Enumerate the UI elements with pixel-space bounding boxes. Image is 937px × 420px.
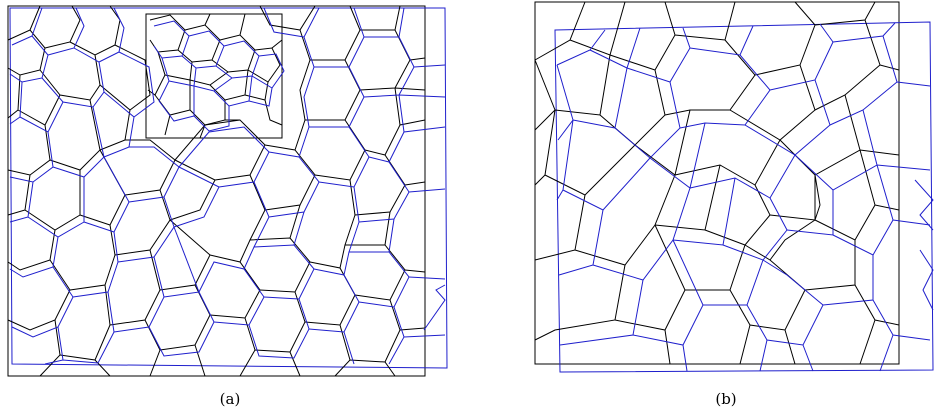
overlay-frame	[554, 21, 934, 373]
overlay-network	[556, 22, 934, 372]
panel-a: (a)	[0, 0, 460, 420]
grain-network-zoom	[534, 1, 934, 373]
caption-a: (a)	[219, 390, 241, 408]
overlay-frame	[9, 7, 448, 369]
caption-b: (b)	[715, 390, 737, 408]
zoom-region-box	[145, 13, 283, 139]
grain-network-overview	[7, 5, 448, 377]
overlay-network	[9, 7, 446, 365]
panel-b: (b)	[515, 0, 937, 420]
reference-network	[7, 5, 426, 377]
reference-frame	[534, 1, 900, 365]
